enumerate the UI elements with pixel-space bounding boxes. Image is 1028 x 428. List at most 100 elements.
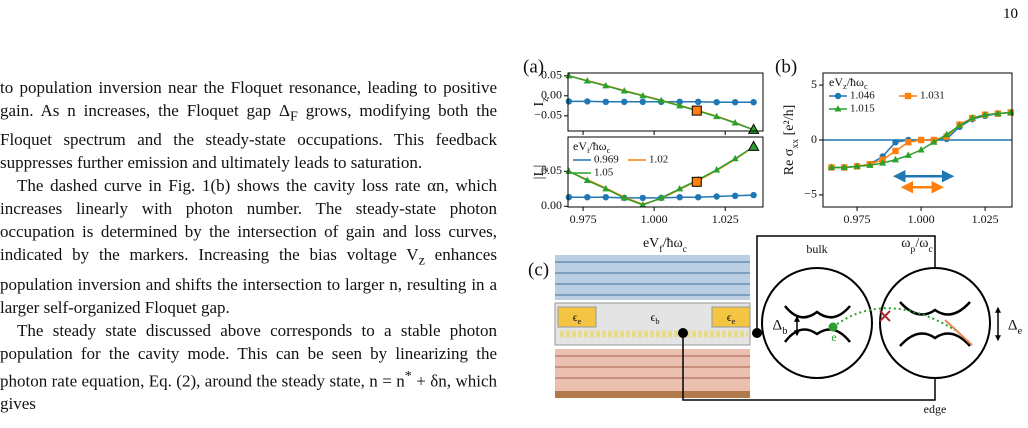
point [639, 201, 647, 208]
contact [752, 328, 762, 338]
y-tick-label: 0.05 [541, 68, 562, 82]
point [827, 163, 835, 171]
point [905, 138, 912, 146]
bulk-bands [784, 305, 851, 343]
bulk-circle [761, 267, 873, 379]
x-tick-label: 1.000 [908, 212, 935, 226]
point [602, 81, 610, 89]
edge-circle [879, 267, 991, 379]
point [955, 121, 964, 129]
legend-label: 0.969 [594, 154, 619, 166]
point [750, 191, 757, 199]
bottom-layer-lines [555, 355, 750, 379]
point [866, 161, 874, 168]
point [584, 98, 591, 105]
layer-label: ϵb [650, 310, 659, 327]
legend-label: 1.05 [594, 167, 614, 179]
point [620, 194, 628, 201]
bulk-label: bulk [806, 242, 827, 256]
point [639, 194, 646, 202]
point [657, 96, 665, 104]
y-axis-label: Re σxx [e²/h] [782, 105, 801, 176]
legend-marker [904, 92, 912, 100]
y-tick-label: −0.05 [534, 108, 562, 122]
page-number: 10 [1003, 6, 1018, 22]
legend-title: eVz/ħωc [829, 75, 868, 92]
panel-label: (c) [528, 259, 549, 280]
point [602, 194, 610, 201]
y-tick-label: 5 [811, 77, 817, 91]
y-tick-label: 0.00 [541, 198, 562, 212]
point [917, 136, 925, 144]
point [892, 138, 899, 146]
panel-label: (a) [523, 56, 544, 77]
point [691, 176, 702, 187]
point [713, 193, 720, 200]
x-tick-label: 1.025 [972, 212, 999, 226]
legend-label: 1.046 [850, 90, 875, 102]
blocked-mark [879, 310, 891, 322]
point [565, 98, 573, 105]
substrate [555, 391, 750, 398]
point [691, 105, 702, 116]
edge-label: edge [924, 402, 947, 416]
point [694, 194, 702, 201]
legend-label: 1.031 [920, 90, 945, 102]
point [879, 159, 887, 166]
y-axis-label: |Iz| [532, 165, 551, 180]
point [676, 184, 684, 192]
wire [682, 235, 936, 401]
point [620, 87, 628, 94]
legend-label: 1.02 [649, 154, 668, 166]
point [676, 101, 684, 109]
point [731, 119, 739, 126]
paragraph: The steady state discussed above corresp… [0, 320, 497, 414]
y-tick-label: −5 [804, 187, 817, 201]
point [747, 140, 760, 151]
point [930, 138, 938, 145]
point [602, 98, 610, 106]
point [602, 184, 610, 192]
layer-label: ϵe [727, 310, 736, 327]
point [981, 110, 989, 118]
point [713, 99, 720, 106]
point [565, 167, 573, 174]
point [731, 192, 739, 199]
layer-label: ϵe [573, 310, 582, 327]
point [968, 114, 976, 121]
point [584, 194, 591, 201]
plot-frame [822, 72, 1013, 208]
paragraph: to population inversion near the Floquet… [0, 78, 497, 173]
x-tick-label: 0.975 [570, 212, 597, 226]
body-text: to population inversion near the Floquet… [0, 76, 497, 415]
point [891, 155, 899, 163]
legend-marker [834, 92, 842, 100]
point [713, 166, 721, 173]
point [994, 109, 1002, 117]
point [657, 194, 665, 201]
x-axis-label: eVf/ħωc [643, 236, 688, 255]
x-tick-label: 0.975 [844, 212, 871, 226]
point [565, 194, 573, 201]
diagram: (c) ϵe ϵb ϵe bulk edge Δb Δe e [528, 235, 1022, 416]
point [676, 194, 683, 201]
point [621, 98, 628, 106]
point [731, 99, 739, 106]
point [583, 77, 591, 84]
point [840, 163, 848, 171]
y-tick-label: 0.00 [541, 88, 562, 102]
contact [678, 328, 688, 338]
y-tick-label: 0.05 [541, 163, 562, 177]
point [583, 176, 591, 183]
legend-marker [834, 105, 842, 112]
electron [828, 322, 838, 332]
point [943, 130, 951, 138]
point [694, 98, 702, 106]
top-layer-lines [555, 261, 750, 296]
plot-frame [567, 72, 764, 132]
point [731, 154, 739, 162]
edge-box [557, 306, 597, 328]
point [750, 99, 757, 106]
